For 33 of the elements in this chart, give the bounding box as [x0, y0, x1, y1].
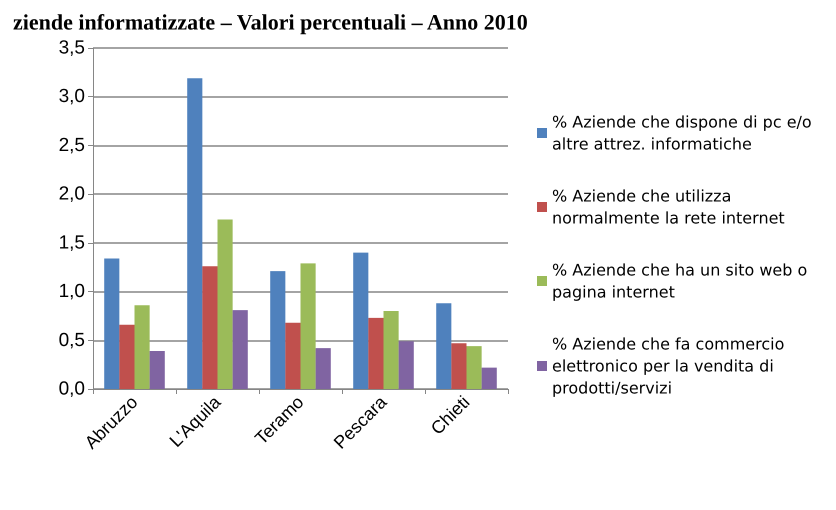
- bar: [232, 310, 248, 389]
- y-tick-label: 0,0: [58, 378, 85, 400]
- legend-label: % Aziende che ha un sito web o pagina internet: [552, 260, 812, 302]
- bar: [134, 305, 150, 389]
- y-tick-label: 3,5: [58, 38, 85, 58]
- y-tick-label: 1,5: [58, 232, 85, 254]
- y-tick-label: 2,5: [58, 134, 85, 156]
- bar: [368, 318, 384, 389]
- bar: [119, 324, 134, 389]
- chart-title: ziende informatizzate – Valori percentuali – Anno 2010: [13, 10, 528, 34]
- bar: [466, 346, 482, 389]
- bar: [451, 343, 466, 389]
- y-tick-label: 2,0: [58, 184, 85, 205]
- bar: [482, 368, 497, 389]
- legend-label: % Aziende che fa commercio elettronico per la vendita di prodotti/servizi: [552, 334, 790, 398]
- y-tick-label: 1,0: [58, 281, 85, 302]
- legend-label: % Aziende che dispone di pc e/o altre attrez. informatiche: [552, 112, 817, 154]
- bar: [300, 263, 316, 389]
- bar: [270, 271, 286, 389]
- bar: [316, 348, 331, 389]
- bar: [436, 303, 452, 389]
- bar: [353, 252, 368, 389]
- bar: [187, 78, 202, 389]
- legend-label: % Aziende che utilizza normalmente la rete internet: [552, 186, 785, 228]
- bar: [398, 341, 414, 389]
- y-tick-label: 0,5: [58, 330, 85, 351]
- bar: [104, 258, 120, 389]
- bar: [150, 351, 165, 389]
- bar: [285, 322, 300, 389]
- bar: [384, 311, 399, 389]
- bar: [202, 266, 218, 389]
- bar: [218, 219, 233, 389]
- y-tick-label: 3,0: [58, 86, 85, 108]
